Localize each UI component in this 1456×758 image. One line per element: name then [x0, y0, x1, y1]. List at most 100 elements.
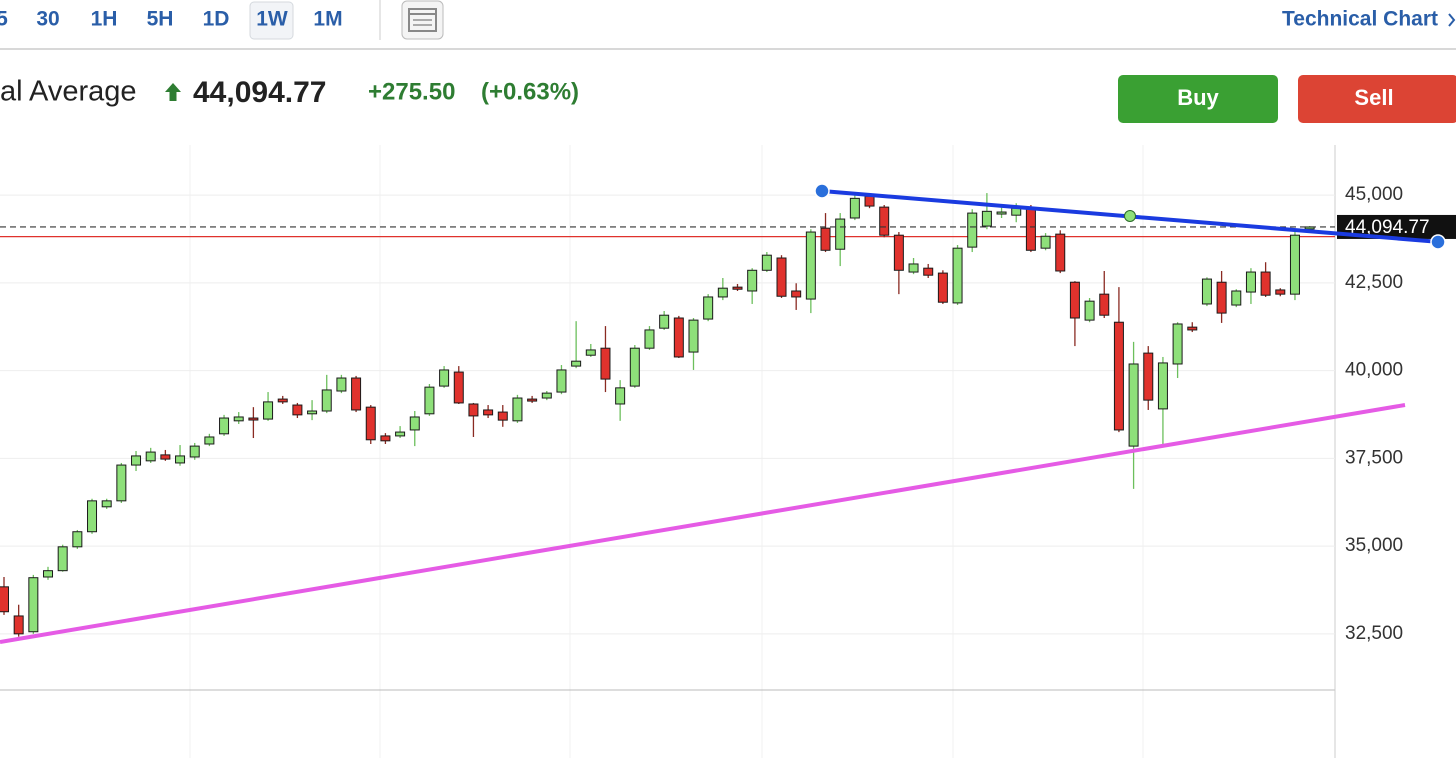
candle-body: [263, 401, 274, 420]
candle-body: [380, 435, 391, 442]
candle-body: [629, 347, 640, 387]
y-tick-label: 40,000: [1345, 360, 1403, 381]
candle-body: [1025, 207, 1036, 251]
candle-body: [776, 257, 787, 297]
buy-button[interactable]: [1118, 75, 1278, 123]
candle-body: [160, 454, 171, 460]
toolbar: Technical Chart 5 30 1H 5H 1D 1W 1M: [0, 0, 1456, 50]
candle-body: [1260, 271, 1271, 296]
y-tick-label: 37,500: [1345, 447, 1403, 468]
candle-body: [717, 287, 728, 298]
interval-button[interactable]: 1H: [91, 8, 118, 31]
candle-body: [1055, 233, 1066, 272]
grid: 32,500 35,000 37,500 40,000 42,500 45,000: [0, 145, 1403, 758]
candle-body: [365, 406, 376, 441]
support-trendline[interactable]: [0, 403, 1406, 644]
candle-body: [204, 436, 215, 445]
trendline-handle[interactable]: [1430, 234, 1446, 250]
candle-body: [879, 206, 890, 236]
candle-body: [468, 403, 479, 417]
quote-header: al Average 44,094.77 +275.50 (+0.63%) Bu…: [0, 75, 1456, 123]
candle-body: [1099, 293, 1110, 316]
candle-body: [307, 410, 318, 415]
sell-button[interactable]: [1298, 75, 1456, 123]
candle-body: [1069, 281, 1080, 319]
candle-body: [893, 234, 904, 271]
candle-body: [409, 416, 420, 431]
candle-body: [43, 570, 54, 578]
candle-body: [28, 577, 39, 633]
candle-body: [351, 377, 362, 411]
interval-button[interactable]: 1W: [256, 8, 288, 31]
candle-body: [937, 272, 948, 303]
candle-body: [1084, 300, 1095, 321]
layout-icon: [408, 8, 437, 32]
candle-body: [512, 397, 523, 422]
candle-body: [1187, 326, 1198, 331]
y-tick-label: 45,000: [1345, 184, 1403, 205]
candle-body: [131, 455, 142, 466]
candle-body: [967, 212, 978, 248]
candle-body: [0, 586, 9, 613]
candle-body: [395, 431, 406, 437]
interval-button[interactable]: 1M: [313, 8, 342, 31]
candle-body: [820, 227, 831, 251]
chevron-icon: [1448, 13, 1456, 27]
candle-body: [1143, 352, 1154, 401]
candle-body: [483, 409, 494, 416]
candle-body: [541, 392, 552, 399]
interval-button[interactable]: 5: [0, 8, 8, 31]
candle-body: [1231, 290, 1242, 306]
technical-chart-link[interactable]: Technical Chart: [1282, 8, 1438, 31]
y-tick-label: 32,500: [1345, 623, 1403, 644]
candle-body: [1113, 321, 1124, 431]
candle-body: [1172, 323, 1183, 365]
candle-body: [277, 398, 288, 403]
candle-body: [761, 254, 772, 271]
candle-body: [864, 195, 875, 207]
up-arrow: [165, 83, 181, 101]
candle-body: [585, 349, 596, 356]
buy-label: Buy: [1177, 85, 1219, 110]
candle-body: [219, 417, 230, 435]
last-price-label: 44,094.77: [1345, 217, 1430, 238]
trendline-handle[interactable]: [814, 183, 830, 199]
candle-body: [101, 500, 112, 508]
candle-body: [923, 267, 934, 276]
candle-body: [1040, 235, 1051, 249]
plot: 44,094.77: [0, 192, 1456, 637]
interval-button[interactable]: 1D: [203, 8, 230, 31]
candle-body: [600, 347, 611, 380]
selected-interval-box: [249, 1, 294, 40]
candle-body: [703, 296, 714, 320]
candle-body: [1275, 289, 1286, 295]
candle-body: [952, 247, 963, 304]
candle-body: [1128, 363, 1139, 447]
candle-body: [116, 464, 127, 502]
candle-body: [57, 546, 68, 572]
candle-body: [233, 416, 244, 422]
candle-body: [805, 231, 816, 300]
candle-body: [13, 615, 24, 635]
candle-body: [527, 398, 538, 402]
interval-button[interactable]: 5H: [147, 8, 174, 31]
candle-body: [248, 417, 259, 421]
candle-body: [424, 386, 435, 415]
candle-body: [673, 317, 684, 358]
candle-body: [87, 500, 98, 533]
candle-body: [1289, 234, 1300, 295]
candle-body: [615, 387, 626, 405]
change-percent: (+0.63%): [481, 78, 579, 105]
candle-body: [453, 371, 464, 404]
candle-body: [189, 445, 200, 458]
candle-body: [747, 269, 758, 292]
trendline-handle[interactable]: [1124, 210, 1136, 222]
price: 44,094.77: [193, 76, 326, 109]
candle-body: [1304, 226, 1315, 230]
candle-body: [1157, 362, 1168, 410]
interval-button[interactable]: 30: [36, 8, 59, 31]
candle-body: [1216, 281, 1227, 314]
y-tick-label: 35,000: [1345, 535, 1403, 556]
